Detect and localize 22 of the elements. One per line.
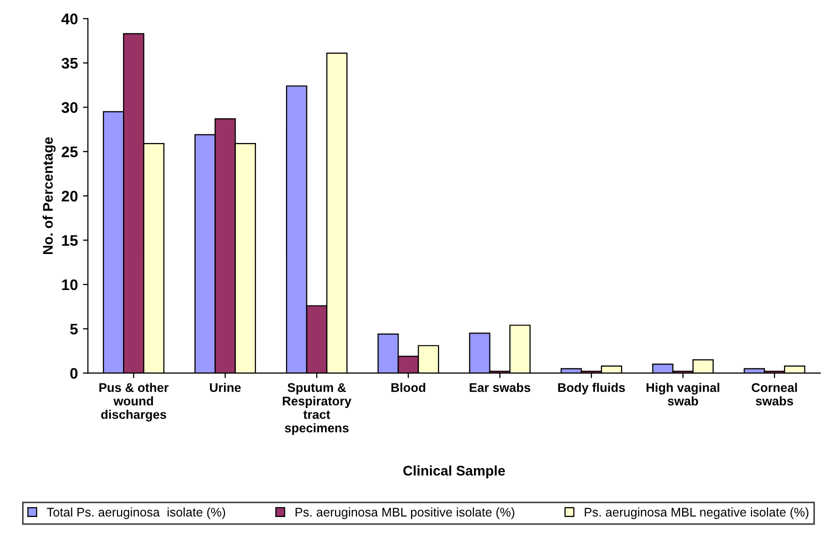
x-tick-label: Sputum & Respiratory tract specimens <box>282 383 352 435</box>
y-tick-label: 30 <box>62 102 78 113</box>
x-tick-label: Body fluids <box>558 382 625 394</box>
x-tick-label: Corneal swabs <box>752 382 797 406</box>
y-tick-label: 5 <box>70 324 78 334</box>
legend-label: Ps. aeruginosa MBL negative isolate (%) <box>584 507 808 520</box>
y-tick-label: 35 <box>62 58 78 69</box>
y-tick-label: 25 <box>62 146 78 158</box>
x-tick-label: Ear swabs <box>470 382 530 392</box>
y-tick-label: 10 <box>62 279 78 290</box>
y-tick-label: 40 <box>61 14 78 24</box>
y-tick-label: 0 <box>70 368 78 379</box>
x-tick-label: High vaginal swab <box>646 382 720 406</box>
x-tick-label: Blood <box>391 382 426 392</box>
y-tick-label: 20 <box>62 190 78 202</box>
legend-label: Ps. aeruginosa MBL positive isolate (%) <box>296 507 514 520</box>
y-axis-title: No. of Percentage <box>42 137 56 254</box>
y-tick-label: 15 <box>62 235 78 246</box>
x-axis-title: Clinical Sample <box>403 465 505 478</box>
x-tick-label: Pus & other wound discharges <box>99 382 169 422</box>
legend-label: Total Ps. aeruginosa isolate (%) <box>46 507 226 520</box>
x-tick-label: Urine <box>210 382 241 392</box>
